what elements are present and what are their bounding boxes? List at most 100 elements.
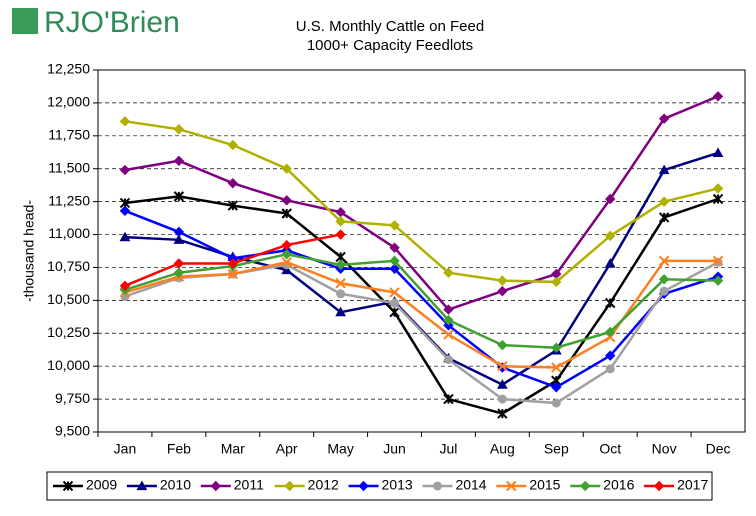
- point: [605, 230, 616, 242]
- legend-marker: [210, 480, 221, 492]
- point: [335, 306, 346, 317]
- y-tick-label: 10,500: [47, 291, 90, 307]
- point: [712, 91, 724, 102]
- point: [335, 278, 346, 289]
- point: [712, 183, 724, 194]
- y-tick-label: 10,750: [47, 258, 90, 274]
- legend-marker: [62, 480, 74, 492]
- point: [173, 226, 185, 238]
- point: [173, 258, 185, 269]
- x-tick-label: Jun: [383, 441, 406, 457]
- chart-subtitle: 1000+ Capacity Feedlots: [307, 37, 473, 54]
- point: [173, 191, 185, 202]
- x-tick-label: May: [327, 441, 353, 457]
- point: [389, 287, 400, 298]
- x-tick-label: Aug: [490, 441, 515, 457]
- point: [389, 255, 400, 267]
- point: [119, 280, 131, 292]
- legend-label: 2012: [308, 477, 339, 493]
- point: [227, 268, 238, 280]
- point: [389, 220, 400, 231]
- point: [443, 329, 454, 340]
- point: [551, 342, 562, 353]
- point: [605, 332, 616, 343]
- point: [119, 205, 131, 217]
- point: [497, 360, 508, 372]
- point: [659, 286, 669, 296]
- point: [443, 267, 454, 278]
- plot-frame: [97, 69, 746, 433]
- point: [712, 275, 724, 286]
- legend-label: 2016: [603, 477, 634, 493]
- point: [119, 116, 131, 127]
- point: [281, 163, 292, 174]
- point: [335, 216, 346, 227]
- point: [443, 304, 454, 315]
- x-tick-label: Apr: [276, 441, 298, 457]
- point: [227, 177, 238, 189]
- point: [281, 256, 292, 268]
- point: [658, 212, 670, 223]
- x-tick-label: Jul: [440, 441, 458, 457]
- series-line: [124, 120, 719, 284]
- point: [604, 257, 616, 268]
- legend-marker: [506, 480, 517, 492]
- chart-title: U.S. Monthly Cattle on Feed: [296, 18, 484, 35]
- point: [658, 274, 670, 285]
- point: [551, 382, 562, 393]
- y-tick-label: 11,500: [48, 159, 90, 175]
- x-tick-label: Feb: [167, 441, 191, 457]
- point: [443, 320, 454, 331]
- point: [227, 258, 238, 269]
- point: [389, 263, 400, 274]
- x-tick-label: Nov: [652, 441, 677, 457]
- x-tick-label: Jan: [114, 441, 137, 457]
- point: [119, 231, 131, 242]
- point: [497, 275, 508, 286]
- point: [281, 239, 292, 251]
- point: [173, 155, 185, 167]
- point: [658, 196, 670, 207]
- x-tick-label: Mar: [221, 441, 245, 457]
- x-tick-label: Dec: [706, 441, 731, 457]
- point: [605, 364, 615, 374]
- y-tick-label: 12,250: [47, 61, 90, 77]
- point: [497, 379, 508, 389]
- point: [389, 307, 400, 318]
- legend-label: 2017: [677, 477, 708, 493]
- point: [227, 139, 238, 151]
- point: [390, 298, 400, 308]
- point: [712, 255, 724, 267]
- logo: RJO'Brien: [44, 6, 180, 39]
- point: [443, 393, 454, 405]
- legend-marker: [358, 480, 369, 492]
- legend-label: 2010: [160, 477, 191, 493]
- point: [173, 124, 185, 135]
- legend-box: [46, 471, 713, 501]
- point: [658, 255, 670, 267]
- point: [605, 297, 616, 309]
- legend-marker: [136, 480, 148, 491]
- legend-marker: [284, 480, 295, 492]
- y-tick-label: 10,000: [47, 357, 90, 373]
- point: [336, 289, 346, 299]
- point: [281, 264, 293, 275]
- legend-marker: [432, 481, 442, 491]
- series-line: [124, 253, 719, 350]
- y-tick-label: 10,250: [47, 324, 90, 340]
- point: [605, 326, 616, 338]
- legend-label: 2014: [455, 477, 486, 493]
- point: [712, 147, 724, 158]
- x-tick-label: Sep: [544, 441, 569, 457]
- legend-label: 2013: [382, 477, 413, 493]
- point: [658, 164, 670, 175]
- y-axis-label: -thousand head-: [21, 200, 37, 302]
- point: [173, 234, 185, 244]
- legend-marker: [580, 480, 591, 492]
- y-tick-label: 11,000: [48, 225, 90, 241]
- x-tick-label: Oct: [599, 441, 621, 457]
- point: [119, 164, 131, 176]
- point: [497, 285, 508, 297]
- logo-icon: [12, 8, 38, 34]
- point: [281, 249, 292, 260]
